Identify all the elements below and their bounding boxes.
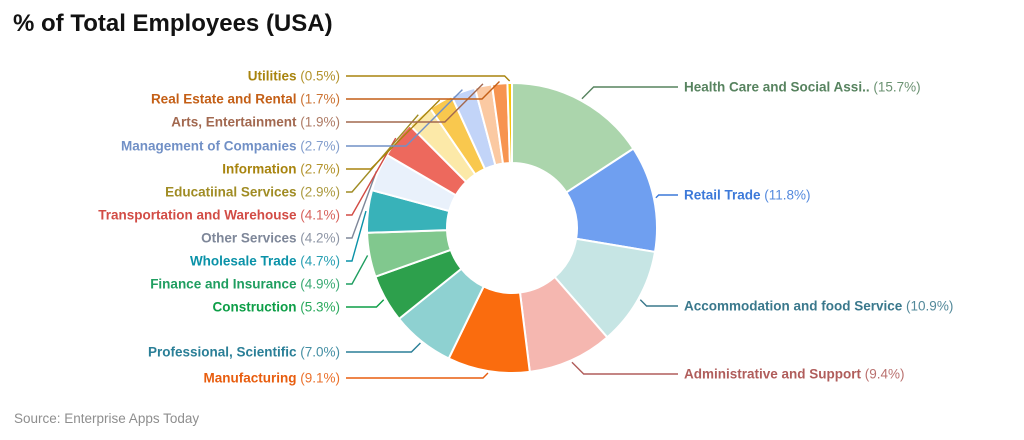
leader-line-real-estate-and-rental (346, 81, 500, 100)
slice-utilities[interactable] (506, 81, 513, 165)
chart-title: % of Total Employees (USA) (13, 10, 333, 37)
leader-line-educatiinal-services (346, 114, 419, 193)
leader-line-health-care-and-social-assi (581, 86, 678, 100)
leader-line-wholesale-trade (346, 210, 367, 262)
leader-line-management-of-companies (346, 89, 463, 147)
leader-line-retail-trade (655, 194, 678, 199)
leader-line-arts-entertainment (346, 83, 484, 123)
leader-line-transportation-and-warehouse (346, 137, 397, 216)
leader-line-manufacturing (346, 372, 489, 379)
leader-line-administrative-and-support (571, 361, 678, 375)
source-note: Source: Enterprise Apps Today (14, 411, 200, 426)
leader-line-information (346, 99, 441, 170)
leader-line-professional-scientific (346, 342, 421, 353)
leader-line-utilities (346, 75, 511, 82)
leader-line-finance-and-insurance (346, 255, 369, 285)
leader-line-other-services (346, 171, 378, 239)
slice-health-care-and-social-assi[interactable] (511, 81, 635, 194)
leader-line-construction (346, 299, 385, 308)
leader-line-accommodation-and-food-service (639, 299, 678, 307)
